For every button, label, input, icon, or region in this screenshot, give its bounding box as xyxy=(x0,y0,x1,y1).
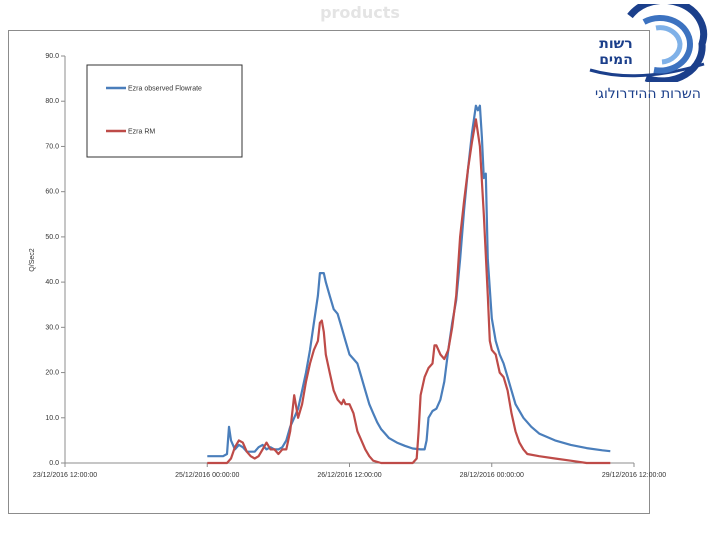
series-line-rm xyxy=(207,118,611,465)
y-tick-label: 40.0 xyxy=(45,279,59,286)
y-tick-label: 30.0 xyxy=(45,324,59,331)
slide-title: products xyxy=(320,3,400,22)
y-tick-label: 80.0 xyxy=(45,98,59,105)
y-axis-label: Q/Sec2 xyxy=(29,248,36,271)
logo-service-name: השרות ההידרולוגי xyxy=(595,86,701,102)
logo-wave-icon xyxy=(589,4,708,82)
x-tick-label: 23/12/2016 12:00:00 xyxy=(33,472,97,479)
series-line-observed xyxy=(207,104,611,458)
legend-entry: Ezra observed Flowrate xyxy=(128,86,202,93)
x-tick-label: 28/12/2016 00:00:00 xyxy=(460,472,524,479)
x-tick-label: 29/12/2016 12:00:00 xyxy=(602,472,666,479)
y-tick-label: 10.0 xyxy=(45,415,59,422)
y-tick-label: 20.0 xyxy=(45,370,59,377)
y-tick-label: 90.0 xyxy=(45,53,59,60)
y-tick-label: 50.0 xyxy=(45,234,59,241)
legend-entry: Ezra RM xyxy=(128,129,155,136)
y-tick-label: 70.0 xyxy=(45,143,59,150)
x-tick-label: 26/12/2016 12:00:00 xyxy=(317,472,381,479)
y-tick-label: 0.0 xyxy=(49,460,59,467)
y-tick-label: 60.0 xyxy=(45,189,59,196)
logo-name: רשות המים xyxy=(599,36,633,68)
legend-box xyxy=(86,64,243,158)
water-authority-logo: רשות המים השרות ההידרולוגי xyxy=(578,4,720,110)
x-tick-label: 25/12/2016 00:00:00 xyxy=(175,472,239,479)
